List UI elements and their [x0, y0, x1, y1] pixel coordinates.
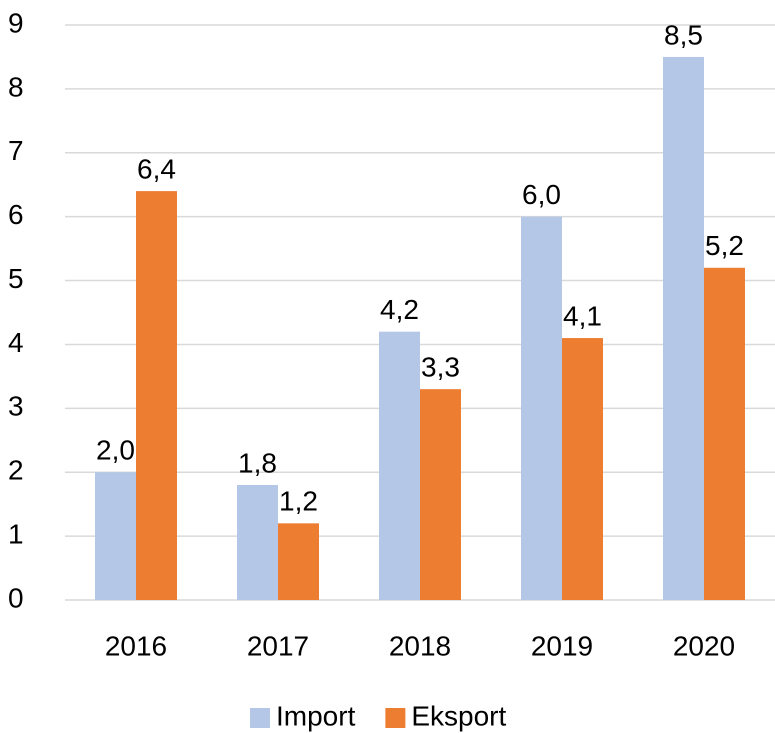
y-tick-label: 9 — [8, 7, 24, 38]
x-tick-label: 2019 — [531, 630, 593, 661]
x-tick-label: 2020 — [673, 630, 735, 661]
value-label: 6,0 — [522, 179, 561, 210]
value-label: 6,4 — [137, 154, 176, 185]
bar — [521, 216, 562, 600]
bar — [420, 389, 461, 600]
bar — [379, 331, 420, 600]
y-tick-label: 0 — [8, 582, 24, 613]
legend-swatch — [385, 708, 406, 728]
legend-label: Import — [276, 700, 356, 731]
legend-label: Eksport — [411, 700, 506, 731]
bar — [704, 267, 745, 600]
x-tick-label: 2016 — [105, 630, 167, 661]
value-label: 5,2 — [705, 230, 744, 261]
bar — [237, 485, 278, 600]
value-label: 1,2 — [279, 486, 318, 517]
bar — [136, 191, 177, 600]
value-label: 3,3 — [421, 352, 460, 383]
bar — [278, 523, 319, 600]
y-tick-label: 7 — [8, 135, 24, 166]
value-label: 4,2 — [380, 294, 419, 325]
legend-swatch — [250, 708, 270, 728]
x-tick-label: 2017 — [247, 630, 309, 661]
value-label: 2,0 — [96, 435, 135, 466]
y-tick-label: 2 — [8, 455, 24, 486]
value-label: 8,5 — [664, 19, 703, 50]
y-tick-label: 4 — [8, 327, 24, 358]
bar — [663, 56, 704, 600]
y-tick-label: 3 — [8, 391, 24, 422]
bar — [95, 472, 136, 600]
value-label: 4,1 — [563, 300, 602, 331]
bar — [562, 338, 603, 600]
y-tick-label: 5 — [8, 263, 24, 294]
y-tick-label: 1 — [8, 519, 24, 550]
x-tick-label: 2018 — [389, 630, 451, 661]
y-tick-label: 8 — [8, 71, 24, 102]
value-label: 1,8 — [238, 447, 277, 478]
y-tick-label: 6 — [8, 199, 24, 230]
